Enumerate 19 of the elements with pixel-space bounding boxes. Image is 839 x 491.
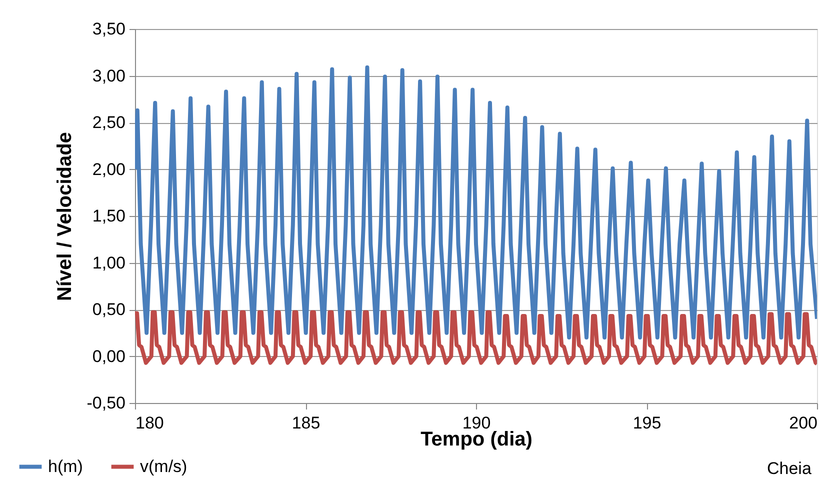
y-tick-label: 3,50 (92, 20, 126, 38)
y-tick-label: 2,00 (92, 160, 126, 179)
line-series (135, 310, 817, 366)
legend-label: v(m/s) (140, 456, 188, 476)
x-tick-label: 185 (292, 414, 320, 432)
line-series (135, 65, 817, 340)
y-tick-label: 1,00 (92, 253, 126, 272)
y-tick-label: 0,00 (92, 346, 126, 366)
y-tick-label: 0,50 (92, 300, 126, 319)
y-tick-label: 3,00 (92, 66, 126, 86)
y-tick-label: 1,50 (92, 206, 126, 226)
y-axis-title: Nível / Velocidade (54, 132, 76, 301)
legend-label: h(m) (48, 456, 83, 476)
x-tick-label: 195 (632, 414, 662, 432)
y-tick-label: 2,50 (92, 113, 126, 132)
y-tick-label: -0,50 (86, 394, 126, 412)
text: Cheia (767, 459, 812, 478)
x-tick-label: 200 (789, 414, 818, 432)
x-tick-label: 180 (136, 414, 164, 432)
